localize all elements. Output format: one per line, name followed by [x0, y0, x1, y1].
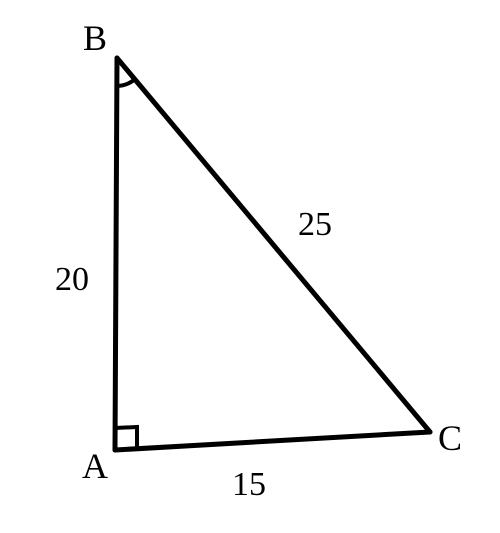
side-label-ab: 20 [55, 261, 89, 298]
triangle-diagram: A B C 20 25 15 [0, 0, 500, 533]
side-label-ac: 15 [232, 466, 266, 503]
vertex-label-c: C [438, 418, 462, 458]
side-ab [115, 58, 117, 450]
angle-arc-b [117, 79, 135, 86]
side-label-bc: 25 [298, 206, 332, 243]
side-ac [115, 432, 430, 450]
vertex-label-a: A [82, 446, 108, 486]
right-angle-marker [115, 427, 137, 449]
side-bc [117, 58, 430, 432]
vertex-label-b: B [83, 18, 107, 58]
